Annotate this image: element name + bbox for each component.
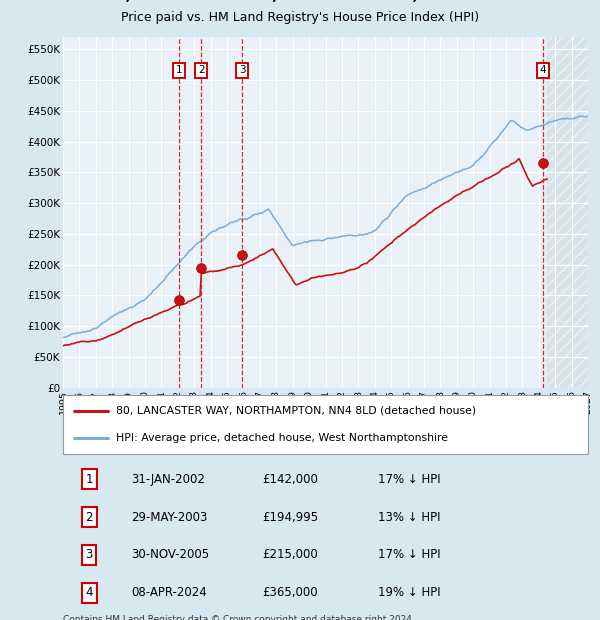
- Text: 1: 1: [176, 66, 182, 76]
- Text: 31-JAN-2002: 31-JAN-2002: [131, 472, 205, 485]
- Text: 4: 4: [86, 587, 93, 600]
- Text: £194,995: £194,995: [263, 510, 319, 523]
- Text: 80, LANCASTER WAY, NORTHAMPTON, NN4 8LD (detached house): 80, LANCASTER WAY, NORTHAMPTON, NN4 8LD …: [115, 406, 476, 416]
- Text: HPI: Average price, detached house, West Northamptonshire: HPI: Average price, detached house, West…: [115, 433, 448, 443]
- Text: £365,000: £365,000: [263, 587, 318, 600]
- Text: 17% ↓ HPI: 17% ↓ HPI: [378, 549, 440, 562]
- Text: £142,000: £142,000: [263, 472, 319, 485]
- Text: 80, LANCASTER WAY, NORTHAMPTON, NN4 8LD: 80, LANCASTER WAY, NORTHAMPTON, NN4 8LD: [105, 0, 495, 3]
- Text: 2: 2: [198, 66, 205, 76]
- Text: Contains HM Land Registry data © Crown copyright and database right 2024.
This d: Contains HM Land Registry data © Crown c…: [63, 615, 415, 620]
- Text: 17% ↓ HPI: 17% ↓ HPI: [378, 472, 440, 485]
- Text: 2: 2: [86, 510, 93, 523]
- Text: 08-APR-2024: 08-APR-2024: [131, 587, 207, 600]
- Text: 3: 3: [239, 66, 245, 76]
- Text: £215,000: £215,000: [263, 549, 318, 562]
- Bar: [547, 37, 588, 387]
- Text: 30-NOV-2005: 30-NOV-2005: [131, 549, 209, 562]
- Bar: [547, 37, 588, 387]
- Text: 1: 1: [86, 472, 93, 485]
- Text: Price paid vs. HM Land Registry's House Price Index (HPI): Price paid vs. HM Land Registry's House …: [121, 11, 479, 24]
- Text: 29-MAY-2003: 29-MAY-2003: [131, 510, 208, 523]
- Text: 4: 4: [540, 66, 547, 76]
- Text: 19% ↓ HPI: 19% ↓ HPI: [378, 587, 440, 600]
- Text: 13% ↓ HPI: 13% ↓ HPI: [378, 510, 440, 523]
- Text: 3: 3: [86, 549, 93, 562]
